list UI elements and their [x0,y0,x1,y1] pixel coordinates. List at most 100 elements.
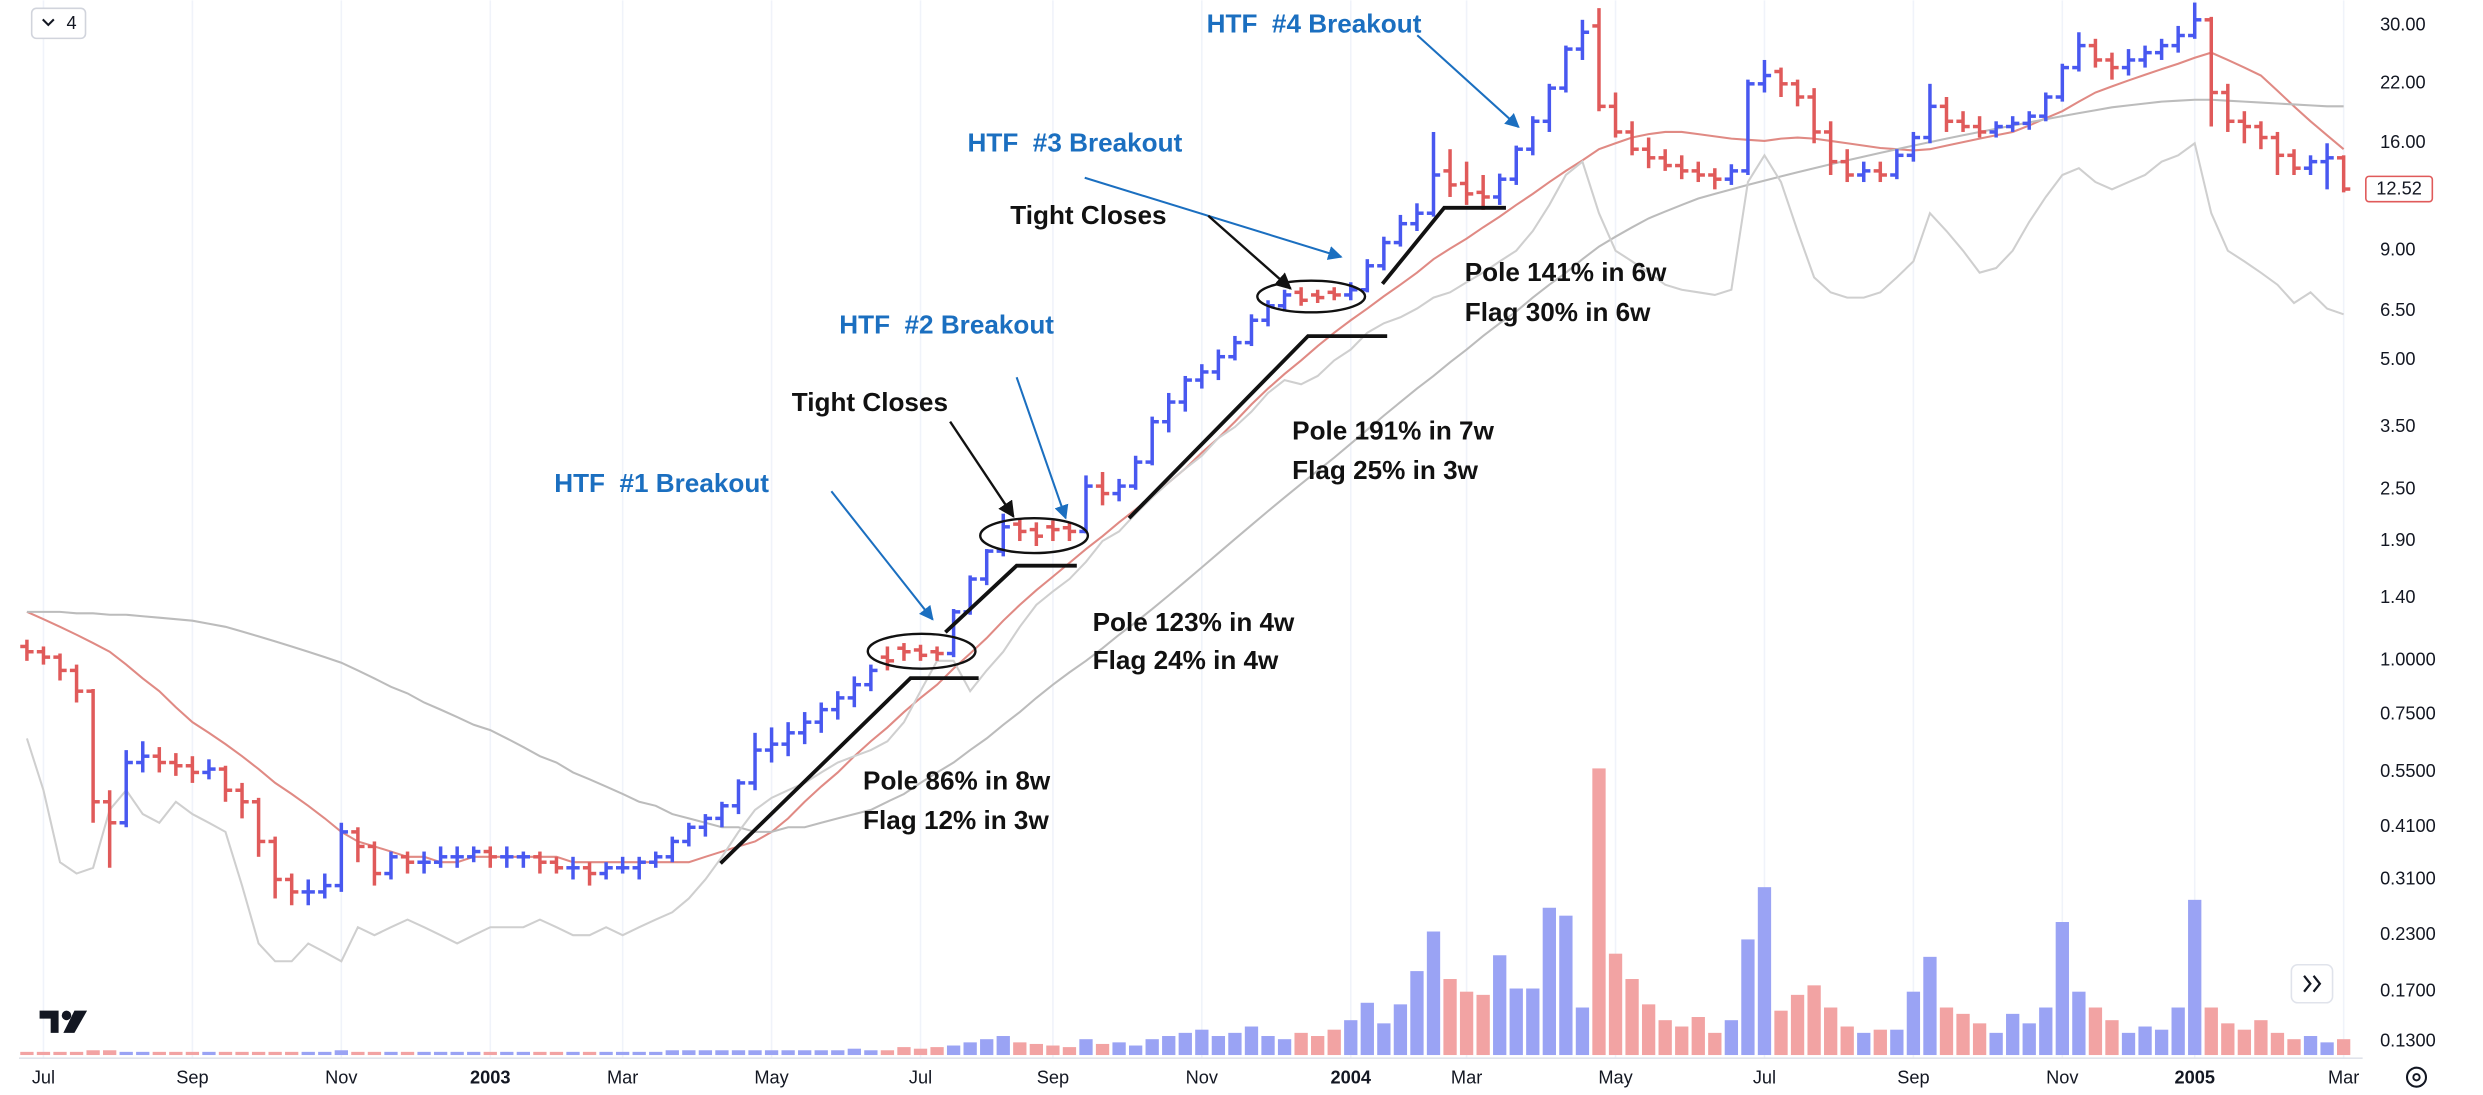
volume-bar [1608,953,1623,1056]
volume-bar [1344,1020,1358,1056]
volume-bar [1509,988,1523,1056]
volume-bar [218,1051,233,1056]
volume-bar [1228,1032,1242,1056]
overlay-line [26,98,2344,833]
volume-bar [1294,1032,1308,1056]
volume-bar [1890,1029,1904,1056]
settings-button[interactable] [2405,1066,2428,1088]
volume-bar [2055,922,2069,1056]
pole-flag-line [719,676,979,865]
y-tick-label: 5.00 [2380,349,2415,369]
volume-bar [1675,1026,1689,1056]
volume-bar [698,1050,713,1056]
volume-bar [1526,988,1540,1056]
volume-bar [1989,1032,2003,1056]
x-tick-label: May [1598,1068,1633,1088]
volume-bar [946,1045,961,1056]
volume-bar [963,1042,977,1056]
volume-bar [1542,907,1556,1056]
arrow [1416,34,1520,129]
volume-bar [1741,939,1755,1056]
x-tick-label: 2003 [470,1068,511,1088]
pole-flag-line [1380,205,1506,286]
volume-bar [533,1051,547,1056]
x-tick-label: Sep [1897,1068,1929,1088]
volume-bar [86,1050,100,1056]
scroll-button[interactable] [2290,963,2334,1004]
volume-bar [251,1051,266,1056]
volume-bar [1410,971,1424,1056]
annotation: HTF #4 Breakout [1207,9,1422,39]
volume-bar [2303,1036,2318,1056]
annotation: Pole 141% in 6w [1465,257,1667,287]
volume-bar [566,1051,580,1056]
volume-bar [1443,979,1457,1056]
interval-button-box[interactable] [30,7,87,40]
volume-bar [1277,1039,1292,1056]
gear-icon-center [2412,1073,2421,1082]
volume-bar [2221,1023,2235,1056]
volume-bar [1112,1042,1126,1056]
volume-bar [1956,1013,1970,1056]
volume-bar [1062,1047,1077,1056]
volume-bar [980,1039,994,1056]
volume-bar [1575,1007,1590,1056]
volume-bar [864,1050,878,1056]
volume-bar [1757,887,1772,1056]
price-tag-box [2365,175,2434,203]
volume-bar [367,1051,382,1056]
volume-bar [665,1050,679,1056]
volume-bar [1426,931,1441,1056]
double-chevron-icon [2303,975,2322,993]
volume-bar [483,1051,497,1056]
x-tick-label: Jul [32,1068,55,1088]
y-tick-label: 0.7500 [2380,703,2436,723]
logo-part [61,1010,72,1021]
price-layer [20,2,2351,906]
volume-bar [1939,1007,1954,1056]
volume-bar [1261,1036,1275,1056]
volume-bar [582,1051,597,1056]
volume-bar [1013,1042,1027,1056]
gear-icon[interactable] [2405,1066,2428,1088]
volume-bar [334,1050,348,1056]
volume-bar [1840,1026,1854,1056]
x-tick-label: Mar [607,1068,638,1088]
volume-bar [1079,1039,1093,1056]
overlay-layer [25,51,2345,963]
volume-bar [1377,1023,1391,1056]
annotation: HTF #1 Breakout [554,468,769,498]
volume-bar [1625,979,1639,1056]
volume-bar [1774,1010,1788,1056]
volume-bar [549,1051,564,1056]
x-tick-label: 2005 [2174,1068,2215,1088]
volume-bar [268,1051,282,1056]
x-tick-label: Nov [2046,1068,2079,1088]
y-tick-label: 0.1300 [2380,1031,2436,1051]
volume-bar [2336,1039,2351,1056]
volume-bar [1923,956,1937,1056]
interval-button[interactable]: 4 [30,7,87,40]
volume-bar [417,1051,431,1056]
volume-bar [516,1051,531,1056]
volume-bar [467,1051,481,1056]
volume-bar [2237,1029,2252,1056]
scroll-button-box[interactable] [2290,963,2334,1004]
volume-bar [847,1048,861,1056]
volume-bar [682,1050,696,1056]
volume-bar [1641,1004,1656,1056]
volume-bar [1244,1026,1259,1056]
x-axis: Jul Sep Nov 2003 Mar May Jul Sep Nov 2004 Mar May Ju… [32,1068,2359,1088]
volume-bar [798,1050,812,1056]
volume-bar [814,1050,828,1056]
x-tick-label: Sep [176,1068,208,1088]
price-tag: 12.52 [2376,179,2422,199]
volume-bar [285,1051,299,1056]
volume-bar [1790,994,1805,1056]
volume-bar [2039,1007,2053,1056]
y-tick-label: 2.50 [2380,479,2415,499]
y-tick-label: 0.3100 [2380,868,2436,888]
ellipse [1256,279,1367,314]
y-tick-label: 3.50 [2380,416,2415,436]
